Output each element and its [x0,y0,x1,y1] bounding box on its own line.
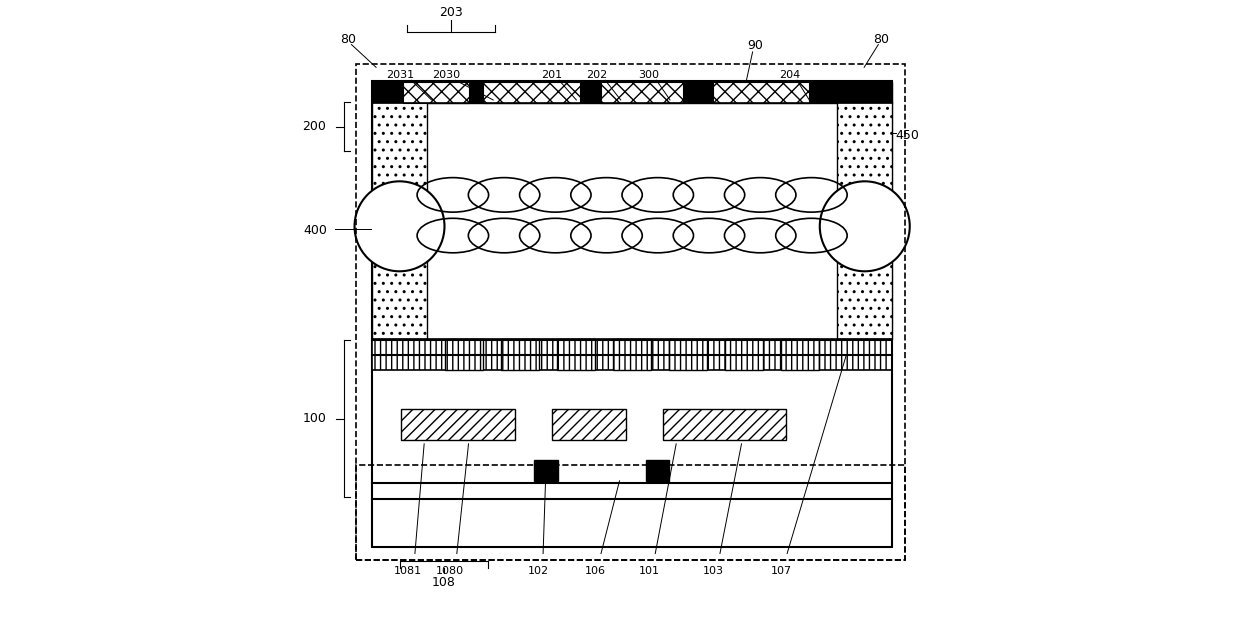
Bar [838,102,892,339]
Text: 101: 101 [638,566,659,576]
Text: 1080: 1080 [435,566,463,576]
Text: 107: 107 [771,566,792,576]
Bar [646,460,669,481]
Bar [714,82,809,103]
Text: 204: 204 [779,71,800,80]
Text: 300: 300 [638,71,659,80]
Bar [372,82,892,547]
Bar [725,339,763,370]
Bar [669,339,707,370]
Bar [663,409,786,440]
Text: 203: 203 [439,6,463,19]
Bar [445,339,483,370]
Bar [403,82,470,103]
Bar [558,339,595,370]
Bar [534,460,558,481]
Bar [483,82,580,103]
Text: 1081: 1081 [394,566,422,576]
Text: 2031: 2031 [387,71,414,80]
Bar [781,339,819,370]
Text: 201: 201 [541,71,563,80]
Bar [501,339,539,370]
Text: 200: 200 [302,120,326,133]
Text: 450: 450 [896,129,919,142]
Text: 80: 80 [339,33,356,46]
Text: 2030: 2030 [431,71,460,80]
Text: 202: 202 [586,71,607,80]
Bar [372,339,892,370]
Circle shape [354,181,445,271]
Text: 100: 100 [302,412,326,425]
Bar [372,82,892,103]
Bar [401,409,515,440]
Bar [357,465,904,560]
Bar [551,409,626,440]
Text: 400: 400 [302,224,327,237]
Text: 90: 90 [747,39,763,52]
Circle shape [820,181,909,271]
Bar [601,82,683,103]
Text: 106: 106 [585,566,606,576]
Bar [613,339,652,370]
Text: 103: 103 [704,566,725,576]
Text: 108: 108 [431,576,456,589]
Text: 80: 80 [873,33,890,46]
Text: 102: 102 [528,566,549,576]
Bar [372,102,427,339]
Bar [357,64,904,560]
